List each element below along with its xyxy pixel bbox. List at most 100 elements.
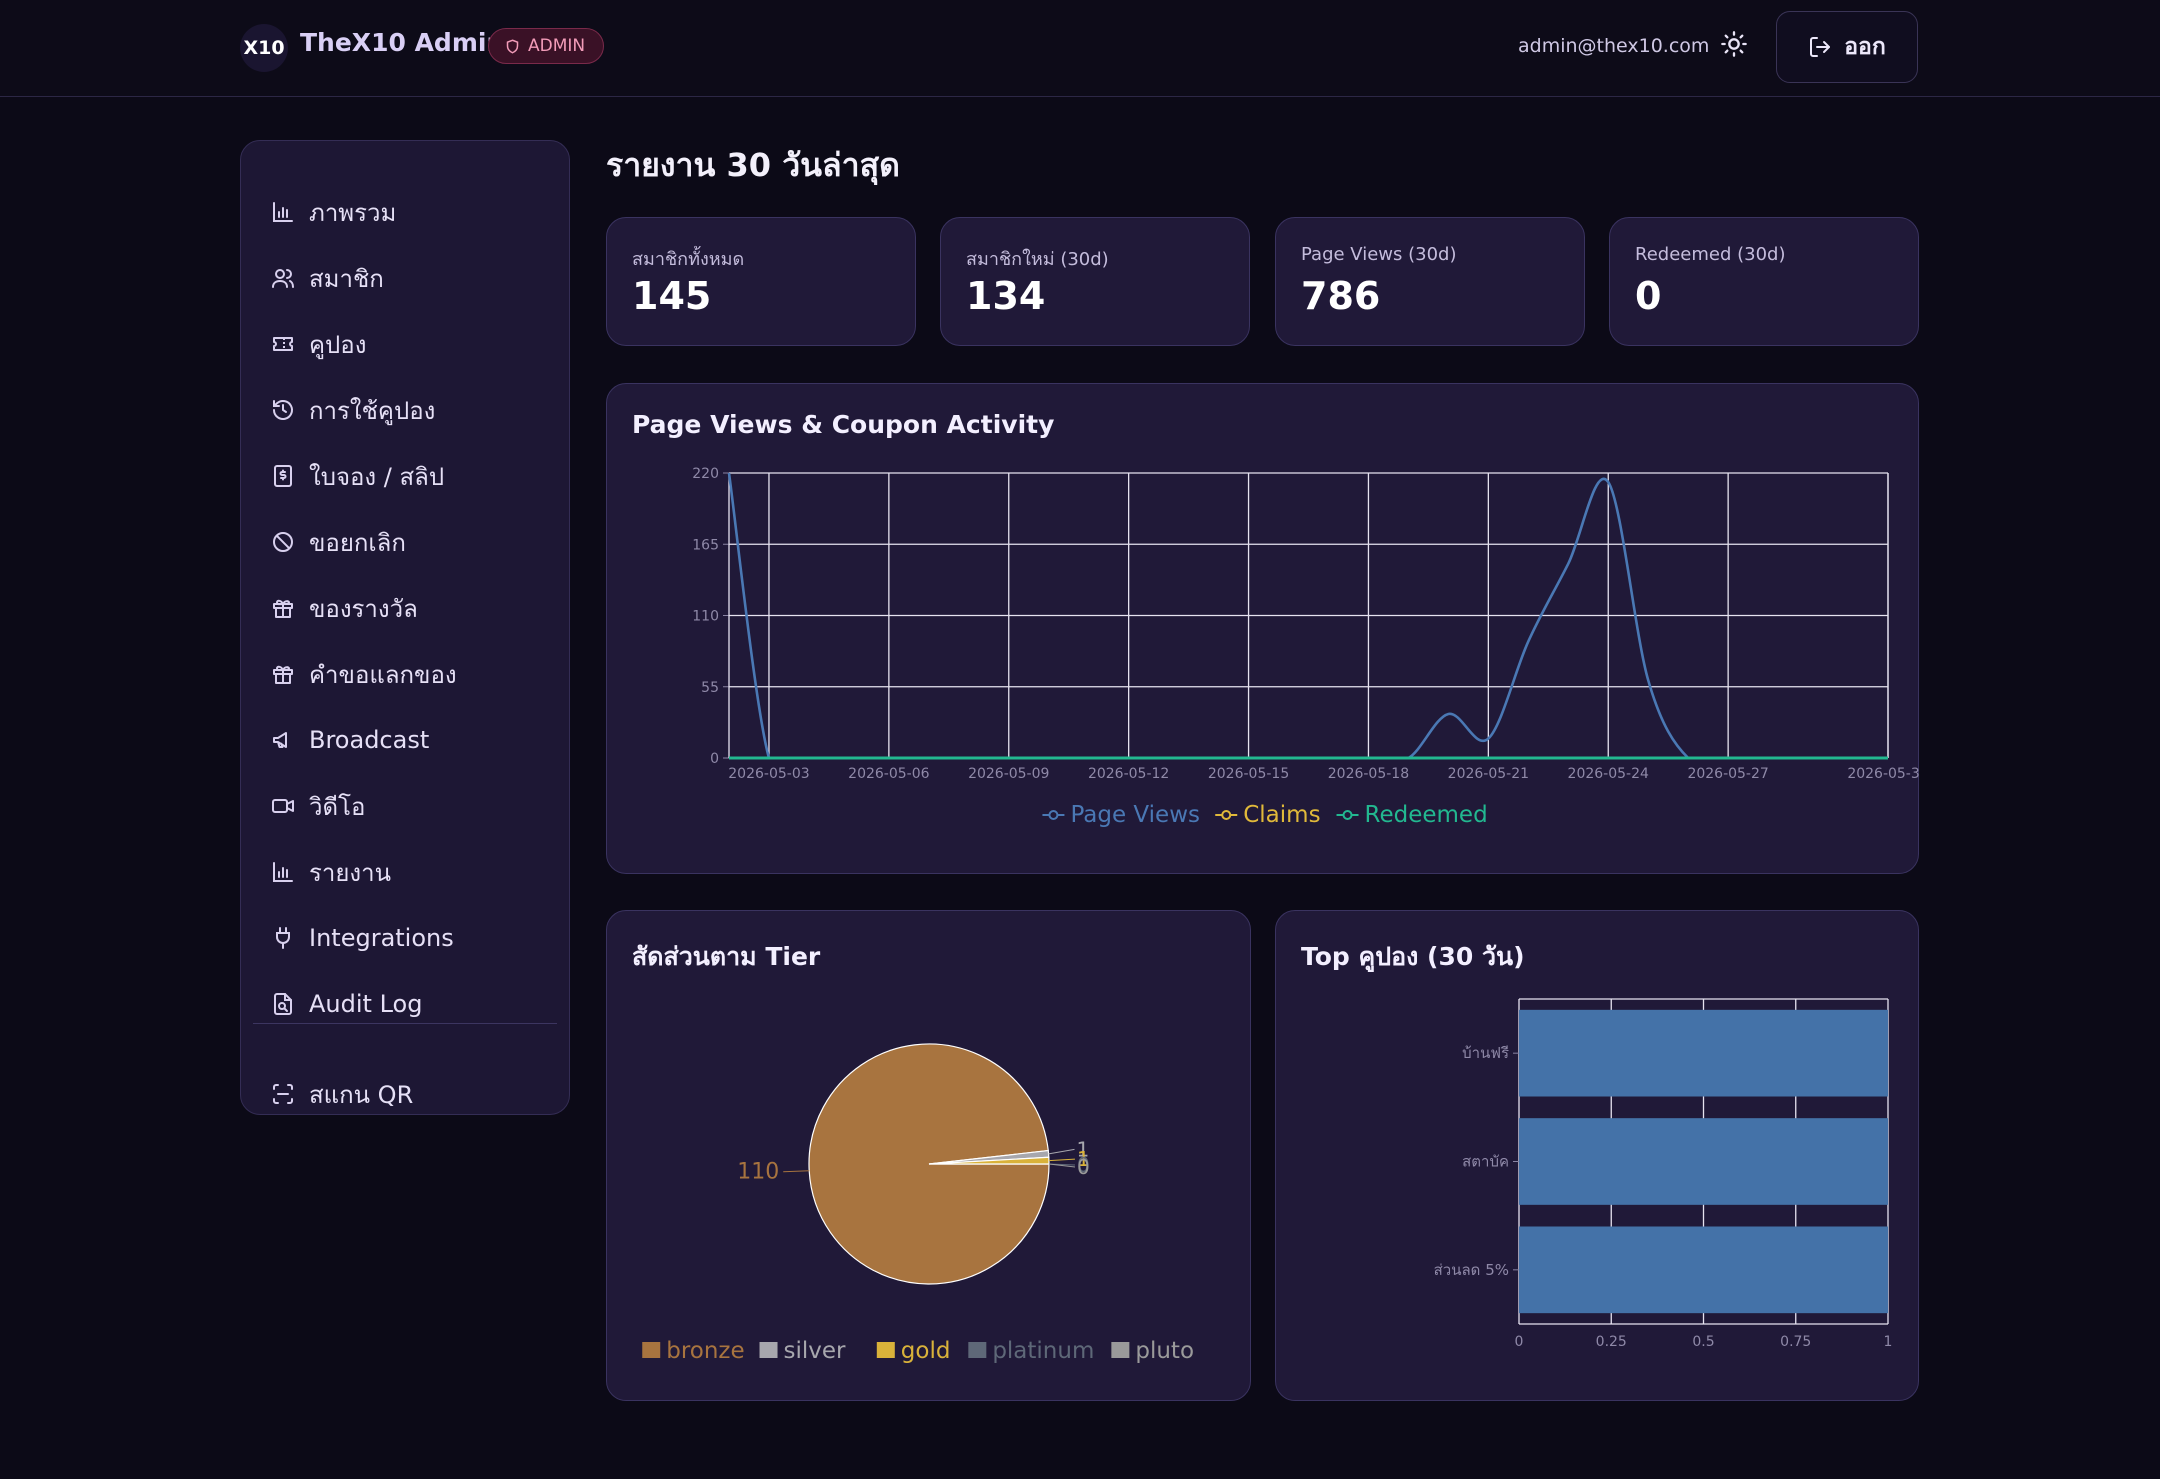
ticket-icon bbox=[273, 337, 293, 351]
logout-label: ออก bbox=[1844, 34, 1886, 60]
pie-data-label: 1 bbox=[1077, 1137, 1090, 1161]
sidebar-item-broadcast[interactable]: Broadcast bbox=[271, 715, 551, 765]
theme-toggle-button[interactable] bbox=[1716, 26, 1752, 62]
kpi-value: 145 bbox=[632, 274, 712, 318]
kpi-value: 134 bbox=[966, 274, 1046, 318]
chart-title: Top คูปอง (30 วัน) bbox=[1301, 942, 1525, 971]
admin-badge: ADMIN bbox=[488, 28, 605, 64]
legend-label: Claims bbox=[1243, 802, 1320, 828]
pie-data-label: 110 bbox=[737, 1160, 779, 1185]
pie-data-label: 0 bbox=[1077, 1155, 1090, 1179]
legend-marker bbox=[1342, 810, 1353, 820]
megaphone-icon bbox=[273, 732, 287, 748]
kpi-value: 0 bbox=[1635, 274, 1662, 318]
y-tick-label: 165 bbox=[692, 537, 719, 553]
sidebar-item-rewards[interactable]: ของรางวัล bbox=[271, 583, 551, 633]
top-bar: X10 TheX10 Admin ADMIN admin@thex10.com … bbox=[0, 0, 2160, 97]
legend-marker bbox=[1221, 810, 1232, 820]
legend-swatch bbox=[642, 1342, 661, 1358]
x-tick-label: 2026-05-06 bbox=[848, 766, 929, 782]
sidebar-item-videos[interactable]: วิดีโอ bbox=[271, 781, 551, 831]
x-tick-label: 2026-05-24 bbox=[1568, 766, 1649, 782]
x-tick-label: 2026-05-12 bbox=[1088, 766, 1169, 782]
sidebar-item-integrations[interactable]: Integrations bbox=[271, 913, 551, 963]
sidebar-item-label: Integrations bbox=[309, 924, 454, 952]
ban-icon bbox=[273, 532, 293, 552]
receipt-icon bbox=[274, 465, 292, 487]
y-tick-label: ส่วนลด 5% bbox=[1434, 1261, 1509, 1279]
sidebar-item-redeem-requests[interactable]: คำขอแลกของ bbox=[271, 649, 551, 699]
sidebar-divider bbox=[253, 1023, 557, 1024]
top-coupons-bar-chart: 0 0.25 0.5 0.75 1 บ้านฟรีสตาบัคส่วนลด 5% bbox=[1434, 998, 1892, 1350]
legend-swatch bbox=[1111, 1342, 1130, 1358]
x-tick-label: 0.5 bbox=[1692, 1334, 1714, 1350]
kpi-label: Redeemed (30d) bbox=[1635, 244, 1786, 265]
logout-icon bbox=[1810, 37, 1831, 57]
legend-label: gold bbox=[901, 1338, 951, 1364]
sidebar-item-coupons[interactable]: คูปอง bbox=[271, 319, 551, 369]
bar-chart-icon bbox=[273, 202, 293, 222]
pie-data-label: 1 bbox=[1077, 1147, 1090, 1171]
sidebar-item-scan-qr[interactable]: สแกน QR bbox=[271, 1069, 551, 1119]
sidebar-item-members[interactable]: สมาชิก bbox=[271, 253, 551, 303]
sidebar-item-label: สแกน QR bbox=[309, 1080, 414, 1109]
bar bbox=[1519, 1226, 1888, 1314]
users-icon bbox=[272, 269, 294, 288]
gift-icon bbox=[273, 599, 293, 618]
sidebar-item-bookings[interactable]: ใบจอง / สลิป bbox=[271, 451, 551, 501]
x-tick-label: 2026-05-27 bbox=[1687, 766, 1768, 782]
sidebar-item-label: ของรางวัล bbox=[309, 594, 418, 623]
sidebar-item-overview[interactable]: ภาพรวม bbox=[271, 187, 551, 237]
legend-label: bronze bbox=[666, 1338, 744, 1364]
legend-label: Redeemed bbox=[1365, 802, 1488, 828]
sidebar-item-label: ใบจอง / สลิป bbox=[309, 462, 445, 491]
y-tick-label: 55 bbox=[701, 680, 719, 696]
bar bbox=[1519, 1118, 1888, 1205]
kpi-card-total-members: สมาชิกทั้งหมด 145 bbox=[606, 217, 916, 346]
sidebar-item-reports[interactable]: รายงาน bbox=[271, 847, 551, 897]
brand-logo[interactable]: X10 bbox=[240, 24, 288, 72]
kpi-card-page-views: Page Views (30d) 786 bbox=[1275, 217, 1585, 346]
legend-swatch bbox=[759, 1342, 778, 1358]
video-icon bbox=[272, 799, 294, 813]
legend-label: silver bbox=[784, 1338, 847, 1364]
sidebar-item-label: คำขอแลกของ bbox=[309, 660, 457, 689]
app-name[interactable]: TheX10 Admin bbox=[300, 28, 505, 57]
y-tick-label: 220 bbox=[692, 466, 719, 482]
sidebar-item-coupon-usage[interactable]: การใช้คูปอง bbox=[271, 385, 551, 435]
y-tick-label: สตาบัค bbox=[1462, 1153, 1509, 1171]
shield-icon bbox=[506, 38, 519, 54]
y-tick-label: 110 bbox=[692, 609, 719, 625]
sidebar-item-cancel-requests[interactable]: ขอยกเลิก bbox=[271, 517, 551, 567]
page-title: รายงาน 30 วันล่าสุด bbox=[606, 146, 900, 184]
x-tick-label: 0 bbox=[1515, 1334, 1524, 1350]
chart-title: สัดส่วนตาม Tier bbox=[632, 942, 821, 971]
kpi-card-redeemed: Redeemed (30d) 0 bbox=[1609, 217, 1919, 346]
legend-label: platinum bbox=[992, 1338, 1094, 1364]
admin-badge-label: ADMIN bbox=[528, 36, 586, 56]
sidebar-item-label: การใช้คูปอง bbox=[309, 396, 436, 425]
sidebar-item-audit-log[interactable]: Audit Log bbox=[271, 979, 551, 1029]
tier-pie-card: สัดส่วนตาม Tier 110 1 1 0 0 bronze silver gold p… bbox=[606, 910, 1251, 1401]
sidebar-item-label: สมาชิก bbox=[309, 264, 384, 293]
x-tick-label: 2026-05-31 bbox=[1847, 766, 1920, 782]
x-tick-label: 2026-05-09 bbox=[968, 766, 1049, 782]
history-icon bbox=[273, 400, 293, 420]
legend-swatch bbox=[876, 1342, 895, 1358]
activity-line-chart: 0 55 110 165 220 2026-05-03 2026-05-06 2026-05-… bbox=[692, 466, 1920, 828]
y-tick-label: 0 bbox=[710, 751, 719, 767]
kpi-value: 786 bbox=[1301, 274, 1381, 318]
pie-data-label: 0 bbox=[1077, 1153, 1090, 1177]
legend-marker bbox=[1048, 810, 1059, 820]
sidebar-item-label: Audit Log bbox=[309, 990, 423, 1018]
scan-icon bbox=[273, 1084, 293, 1104]
plug-icon bbox=[276, 927, 290, 949]
pie-leader-line bbox=[1048, 1163, 1076, 1168]
logout-button[interactable]: ออก bbox=[1776, 11, 1918, 83]
x-tick-label: 2026-05-21 bbox=[1448, 766, 1529, 782]
sidebar: ภาพรวม สมาชิก คูปอง การใช้คูปอง ใบจอง / … bbox=[240, 140, 570, 1115]
legend-swatch bbox=[968, 1342, 987, 1358]
bar-chart-icon bbox=[273, 862, 293, 882]
bar bbox=[1519, 1009, 1888, 1097]
